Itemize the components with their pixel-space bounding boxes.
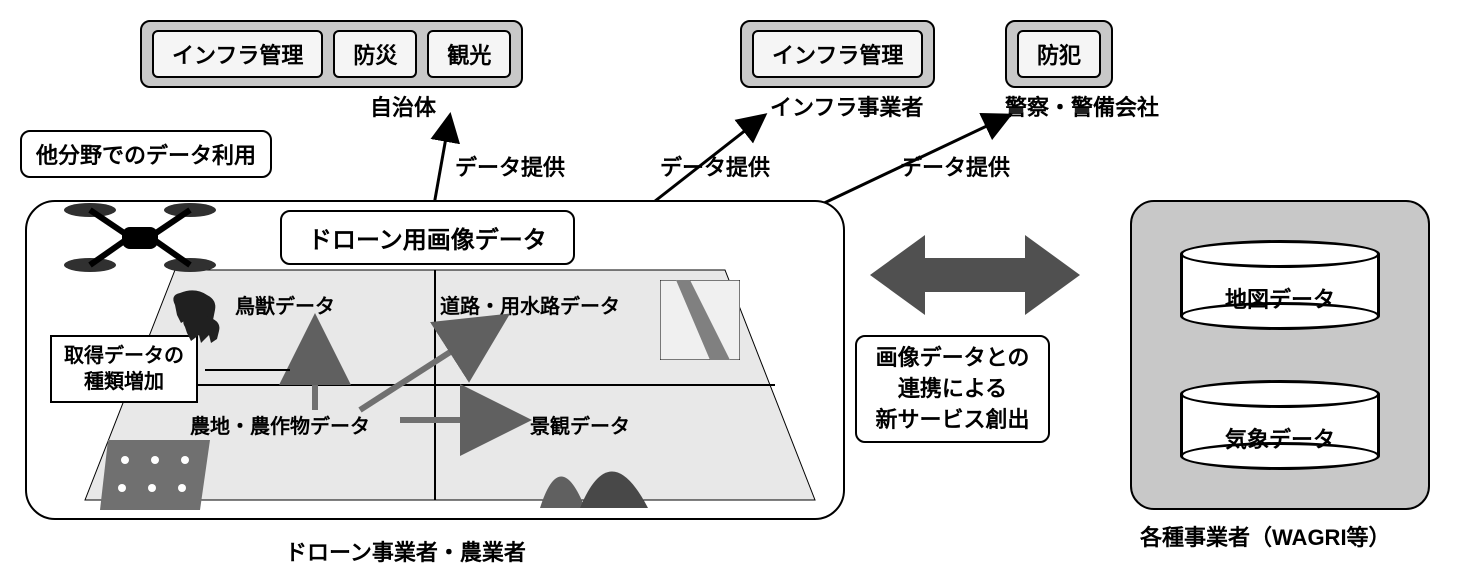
right-caption: 各種事業者（WAGRI等）: [1140, 520, 1391, 552]
double-arrow-icon: [870, 230, 1080, 320]
link-line3: 新サービス創出: [875, 407, 1029, 432]
cylinder-label: 気象データ: [1180, 422, 1380, 454]
provide-label: データ提供: [900, 150, 1010, 182]
link-line1: 画像データとの: [876, 345, 1030, 370]
link-box: 画像データとの 連携による 新サービス創出: [855, 335, 1050, 443]
main-caption: ドローン事業者・農業者: [285, 535, 526, 567]
provide-label: データ提供: [660, 150, 770, 182]
link-line2: 連携による: [898, 376, 1007, 401]
data-cylinder-0: 地図データ: [1180, 240, 1380, 330]
cylinder-label: 地図データ: [1180, 282, 1380, 314]
provide-label: データ提供: [455, 150, 565, 182]
data-cylinder-1: 気象データ: [1180, 380, 1380, 470]
